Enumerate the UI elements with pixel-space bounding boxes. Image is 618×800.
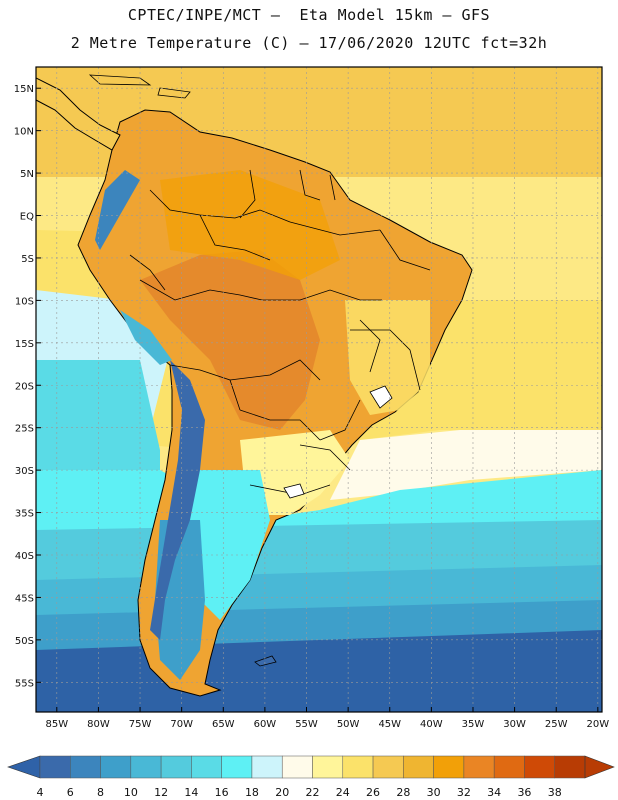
lat-label: 10N xyxy=(14,127,34,138)
caribbean-island xyxy=(88,74,152,86)
lat-label: 35S xyxy=(15,509,34,520)
colorbar-high-arrow xyxy=(584,755,615,779)
lon-label: 20W xyxy=(587,719,610,730)
lat-lon-grid xyxy=(36,67,602,712)
temperature-colorbar: 4 6 8 10 12 14 16 18 20 22 24 26 28 30 32 34 36 38 xyxy=(7,755,615,799)
lon-label: 45W xyxy=(378,719,401,730)
lat-label: 10S xyxy=(15,296,34,307)
colorbar-swatch xyxy=(342,755,374,779)
colorbar-label: 36 xyxy=(517,786,531,799)
map-title-variable: 2 Metre Temperature (C) – 17/06/2020 12U… xyxy=(70,34,548,52)
central-america-landmass xyxy=(36,77,121,151)
colorbar-swatch xyxy=(251,755,283,779)
colorbar-label: 28 xyxy=(396,786,410,799)
colorbar-label: 14 xyxy=(184,786,198,799)
colorbar-swatch xyxy=(160,755,192,779)
andes-south-cold xyxy=(150,360,205,640)
lat-label: 15N xyxy=(14,84,34,95)
lon-label: 40W xyxy=(420,719,443,730)
lon-label: 35W xyxy=(462,719,485,730)
lat-label: 50S xyxy=(15,636,34,647)
colorbar-swatch xyxy=(433,755,465,779)
lon-label: 50W xyxy=(337,719,360,730)
andes-central-cool xyxy=(120,310,172,365)
lat-label: 15S xyxy=(15,339,34,350)
lat-label: 55S xyxy=(15,678,34,689)
colorbar-swatch xyxy=(130,755,162,779)
colorbar-swatch xyxy=(70,755,101,779)
lat-label: 30S xyxy=(15,466,34,477)
colorbar-swatch xyxy=(312,755,344,779)
lat-label: 45S xyxy=(15,593,34,604)
colorbar-label: 24 xyxy=(336,786,350,799)
colorbar-label: 18 xyxy=(245,786,259,799)
land-patagonia-north xyxy=(190,470,270,620)
lon-label: 80W xyxy=(87,719,110,730)
land-east-coast-milder xyxy=(345,300,430,415)
caribbean-island xyxy=(157,87,191,99)
falkland-islands xyxy=(254,655,277,667)
lon-label: 65W xyxy=(212,719,235,730)
colorbar-label: 34 xyxy=(487,786,501,799)
colorbar-swatch xyxy=(524,755,555,779)
colorbar-label: 16 xyxy=(215,786,229,799)
lat-label: 40S xyxy=(15,551,34,562)
lon-label: 55W xyxy=(295,719,318,730)
colorbar-low-arrow xyxy=(7,755,41,779)
lon-label: 60W xyxy=(254,719,277,730)
land-very-hot-interior xyxy=(140,250,320,430)
map-frame xyxy=(35,66,603,713)
land-southern-cone-mild xyxy=(240,430,350,515)
lake-marker xyxy=(369,385,393,409)
colorbar-swatch xyxy=(554,755,586,779)
colorbar-label: 10 xyxy=(124,786,138,799)
colorbar-label: 22 xyxy=(306,786,320,799)
latitude-labels: 15N 10N 5N EQ 5S 10S 15S 20S 25S 30S 35S 40S 45S 50S 5… xyxy=(14,84,41,689)
colorbar-label: 26 xyxy=(366,786,380,799)
lat-label: 5S xyxy=(21,254,34,265)
colorbar-label: 38 xyxy=(548,786,562,799)
lake-marker xyxy=(283,483,305,499)
colorbar-swatch xyxy=(493,755,525,779)
longitude-labels: 85W 80W 75W 70W 65W 60W 55W 50W 45W 40W 35W 30W 25W 2… xyxy=(45,707,609,730)
andes-north-cold xyxy=(95,170,140,250)
colorbar-swatch xyxy=(372,755,404,779)
colorbar-label: 20 xyxy=(275,786,289,799)
lat-label: 5N xyxy=(20,169,34,180)
colorbar-label: 30 xyxy=(427,786,441,799)
lon-label: 85W xyxy=(45,719,68,730)
colorbar-label: 4 xyxy=(37,786,44,799)
lon-label: 25W xyxy=(545,719,568,730)
colorbar-swatch xyxy=(403,755,434,779)
ocean-atlantic-pale-band xyxy=(330,430,602,500)
map-title-model: CPTEC/INPE/MCT – Eta Model 15km – GFS xyxy=(127,6,491,24)
land-amazon-warm xyxy=(160,170,340,280)
lat-label: 25S xyxy=(15,424,34,435)
colorbar-swatch xyxy=(463,755,495,779)
colorbar-label: 12 xyxy=(154,786,168,799)
colorbar-label: 32 xyxy=(457,786,471,799)
lon-label: 70W xyxy=(170,719,193,730)
colorbar-swatch xyxy=(100,755,132,779)
lat-label: EQ xyxy=(20,212,34,223)
lat-label: 20S xyxy=(15,381,34,392)
map-plot-area xyxy=(36,67,602,712)
lon-label: 30W xyxy=(503,719,526,730)
colorbar-label: 8 xyxy=(97,786,104,799)
lon-label: 75W xyxy=(129,719,152,730)
colorbar-label: 6 xyxy=(67,786,74,799)
colorbar-swatch xyxy=(281,755,313,779)
colorbar-swatch xyxy=(191,755,222,779)
colorbar-swatch xyxy=(221,755,253,779)
colorbar-swatch xyxy=(39,755,71,779)
